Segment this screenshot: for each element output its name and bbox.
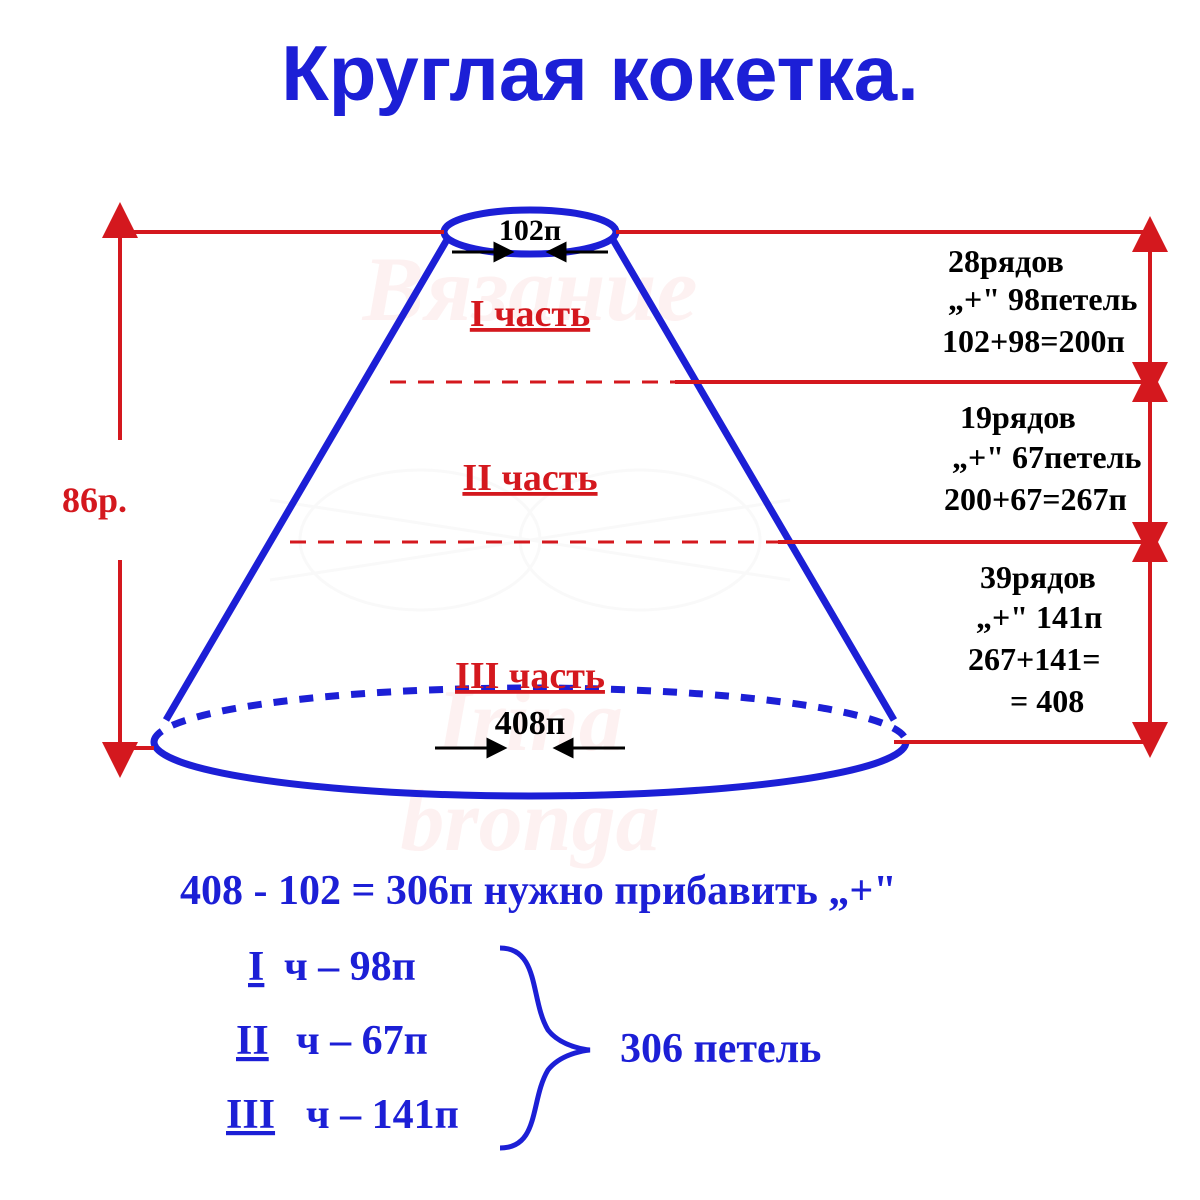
height-rows-label: 86р. [62, 480, 127, 520]
note-2-line-3: 200+67=267п [944, 481, 1127, 517]
note-2-line-2: „+" 67петель [952, 439, 1142, 475]
part-3-label: III часть [455, 655, 605, 697]
bottom-stitch-count: 408п [495, 705, 566, 742]
right-notes: 28рядов „+" 98петель 102+98=200п 19рядов… [942, 243, 1142, 719]
top-stitch-count: 102п [499, 214, 561, 247]
note-2-line-1: 19рядов [960, 399, 1076, 435]
calc-row-2-rest: ч – 67п [296, 1018, 428, 1064]
calc-line-1: 408 - 102 = 306п нужно прибавить „+" [180, 868, 897, 914]
bottom-calc: 408 - 102 = 306п нужно прибавить „+" I ч… [180, 868, 897, 1148]
calc-row-1-rest: ч – 98п [284, 944, 416, 990]
part-1-label: I часть [470, 293, 590, 335]
cone-right-side [612, 238, 894, 720]
watermark-line3: bronga [400, 773, 659, 870]
note-3-line-2: „+" 141п [976, 599, 1102, 635]
brace-icon [500, 948, 590, 1148]
note-3-line-1: 39рядов [980, 559, 1096, 595]
note-1-line-1: 28рядов [948, 243, 1064, 279]
part-2-label: II часть [462, 457, 597, 499]
note-3-line-3: 267+141= [968, 641, 1100, 677]
cone-left-side [166, 238, 448, 720]
note-1-line-3: 102+98=200п [942, 323, 1125, 359]
diagram-canvas: Вязание Irina bronga Круглая кокетка. 10… [0, 0, 1200, 1200]
calc-sum-label: 306 петель [620, 1026, 821, 1072]
calc-row-2-roman: II [236, 1018, 269, 1064]
note-3-line-4: = 408 [1010, 683, 1084, 719]
calc-row-1-roman: I [248, 944, 264, 990]
note-1-line-2: „+" 98петель [948, 281, 1138, 317]
calc-row-3-roman: III [226, 1092, 275, 1138]
page-title: Круглая кокетка. [281, 29, 919, 117]
calc-row-3-rest: ч – 141п [306, 1092, 459, 1138]
